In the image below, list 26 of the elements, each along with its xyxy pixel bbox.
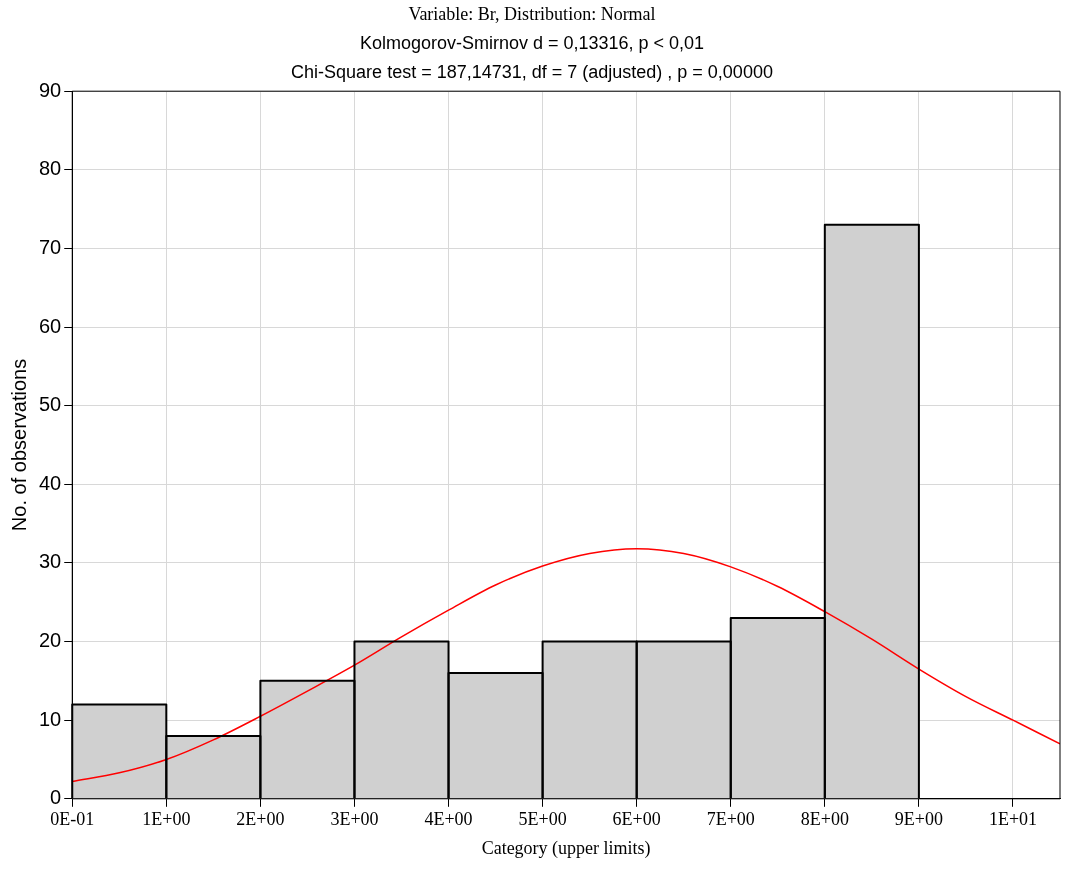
y-tick-label: 40 (39, 471, 62, 494)
y-tick-label: 90 (39, 78, 62, 101)
y-tick-label: 30 (39, 550, 62, 573)
y-tick-label: 0 (50, 786, 62, 809)
chart-subtitle: Kolmogorov-Smirnov d = 0,13316, p < 0,01 Chi-Square test = 187,14731, df = 7 (adjusted) , p = 0,00000 (291, 32, 773, 82)
x-axis-title: Category (upper limits) (481, 837, 651, 859)
x-tick-label: 0E-01 (50, 809, 95, 830)
x-tick-label: 1E+00 (142, 809, 191, 830)
y-tick-label: 20 (39, 629, 62, 652)
y-axis-title: No. of observations (7, 358, 30, 532)
x-tick-label: 8E+00 (800, 809, 849, 830)
y-tick-label: 50 (39, 393, 62, 416)
line-series (72, 548, 1060, 783)
x-tick-label: 4E+00 (424, 809, 473, 830)
y-tick-label: 80 (39, 157, 62, 180)
y-tick-label: 60 (39, 314, 62, 337)
x-tick-label: 6E+00 (612, 809, 661, 830)
y-tick-label: 70 (39, 235, 62, 258)
chart-title: Variable: Br, Distribution: Normal (408, 3, 656, 24)
x-tick-label: 7E+00 (706, 809, 755, 830)
y-tick-label: 10 (39, 707, 62, 730)
x-tick-label: 5E+00 (518, 809, 567, 830)
x-tick-label: 1E+01 (988, 809, 1038, 830)
x-tick-label: 3E+00 (330, 809, 379, 830)
x-tick-label: 9E+00 (894, 809, 943, 830)
x-tick-label: 2E+00 (236, 809, 285, 830)
